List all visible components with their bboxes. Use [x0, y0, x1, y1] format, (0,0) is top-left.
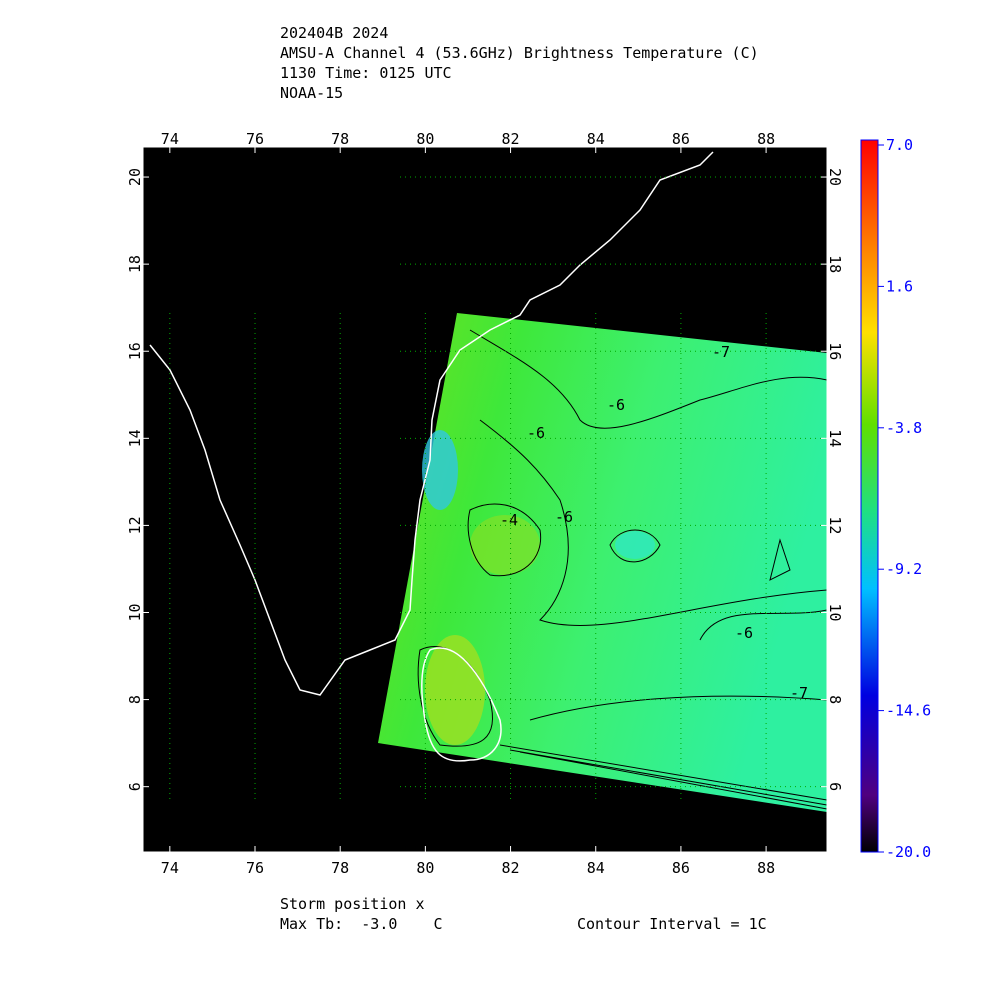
lat-label-right: 18 [826, 255, 844, 273]
lat-label-right: 14 [826, 429, 844, 447]
lat-label-left: 14 [126, 429, 144, 447]
contour-label: -4 [500, 511, 518, 529]
lon-label-top: 76 [246, 130, 264, 148]
warm-patch [425, 635, 485, 745]
lon-label-top: 84 [587, 130, 605, 148]
contour-label: -6 [735, 624, 753, 642]
lat-label-left: 10 [126, 603, 144, 621]
lon-label-top: 82 [502, 130, 520, 148]
contour-label: -6 [555, 508, 573, 526]
warm-patch [470, 515, 540, 575]
lat-label-left: 6 [126, 782, 144, 791]
header-line: 1130 Time: 0125 UTC [280, 64, 452, 82]
colorbar-label: -20.0 [886, 843, 931, 861]
map-frame [142, 146, 828, 853]
colorbar-label: 1.6 [886, 277, 913, 295]
lat-label-left: 12 [126, 516, 144, 534]
colorbar-label: -3.8 [886, 419, 922, 437]
contour-label: -6 [527, 424, 545, 442]
colorbar-label: -14.6 [886, 702, 931, 720]
lat-label-left: 18 [126, 255, 144, 273]
lon-label-bottom: 88 [757, 859, 775, 877]
lat-label-right: 10 [826, 603, 844, 621]
lat-label-left: 20 [126, 168, 144, 186]
header-line: NOAA-15 [280, 84, 343, 102]
data-swath [378, 313, 827, 812]
lat-label-right: 20 [826, 168, 844, 186]
colorbar-label: -9.2 [886, 560, 922, 578]
lon-label-bottom: 76 [246, 859, 264, 877]
lon-label-top: 74 [161, 130, 179, 148]
cold-patch [615, 531, 655, 559]
lon-label-bottom: 84 [587, 859, 605, 877]
footer: Storm position x Max Tb: -3.0 C Contour … [280, 895, 767, 933]
lat-label-left: 8 [126, 695, 144, 704]
lat-label-right: 12 [826, 516, 844, 534]
lon-label-bottom: 78 [331, 859, 349, 877]
lat-label-left: 16 [126, 342, 144, 360]
storm-position: Storm position x [280, 895, 425, 913]
lat-label-right: 6 [826, 782, 844, 791]
lat-label-right: 16 [826, 342, 844, 360]
lon-label-top: 78 [331, 130, 349, 148]
contour-label: -7 [790, 684, 808, 702]
contour-label: -7 [712, 343, 730, 361]
lat-label-right: 8 [826, 695, 844, 704]
header: 202404B 2024 AMSU-A Channel 4 (53.6GHz) B… [280, 24, 759, 102]
lon-label-bottom: 80 [416, 859, 434, 877]
max-tb: Max Tb: -3.0 C [280, 915, 443, 933]
header-line: AMSU-A Channel 4 (53.6GHz) Brightness Te… [280, 44, 759, 62]
lon-label-top: 88 [757, 130, 775, 148]
lon-label-top: 86 [672, 130, 690, 148]
coastline [149, 151, 714, 762]
header-line: 202404B 2024 [280, 24, 388, 42]
lon-label-bottom: 82 [502, 859, 520, 877]
lon-label-bottom: 74 [161, 859, 179, 877]
lon-label-top: 80 [416, 130, 434, 148]
contour-interval: Contour Interval = 1C [577, 915, 767, 933]
contour-label: -6 [607, 396, 625, 414]
colorbar-label: 7.0 [886, 136, 913, 154]
lon-label-bottom: 86 [672, 859, 690, 877]
colorbar [860, 139, 879, 853]
